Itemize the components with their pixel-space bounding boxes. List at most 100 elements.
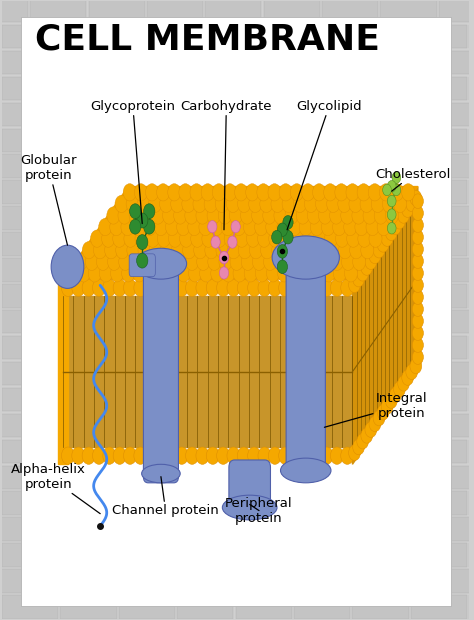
Circle shape bbox=[350, 242, 363, 259]
Circle shape bbox=[322, 265, 335, 282]
Circle shape bbox=[233, 265, 246, 282]
Circle shape bbox=[133, 265, 146, 282]
Circle shape bbox=[144, 204, 155, 219]
Circle shape bbox=[369, 230, 382, 247]
Circle shape bbox=[82, 447, 95, 464]
Bar bbox=[177, 595, 233, 619]
Polygon shape bbox=[63, 187, 418, 279]
Circle shape bbox=[266, 265, 280, 282]
Circle shape bbox=[283, 242, 296, 259]
Bar bbox=[236, 232, 292, 255]
Circle shape bbox=[72, 447, 85, 464]
Circle shape bbox=[377, 237, 389, 252]
Bar bbox=[205, 206, 261, 230]
Circle shape bbox=[393, 381, 405, 397]
Bar bbox=[119, 180, 175, 204]
Text: Globular
protein: Globular protein bbox=[20, 154, 77, 245]
Bar bbox=[177, 128, 233, 152]
Bar bbox=[264, 569, 320, 593]
Circle shape bbox=[357, 184, 370, 201]
Circle shape bbox=[171, 195, 184, 213]
Circle shape bbox=[201, 184, 214, 201]
Bar bbox=[147, 310, 203, 334]
Circle shape bbox=[92, 279, 106, 296]
Circle shape bbox=[412, 254, 423, 268]
Circle shape bbox=[103, 447, 116, 464]
Bar bbox=[469, 336, 474, 360]
Circle shape bbox=[319, 253, 332, 270]
Circle shape bbox=[268, 184, 281, 201]
Circle shape bbox=[148, 195, 162, 213]
Circle shape bbox=[208, 253, 221, 270]
Circle shape bbox=[247, 447, 261, 464]
Circle shape bbox=[113, 230, 126, 247]
Circle shape bbox=[208, 221, 217, 232]
Circle shape bbox=[168, 184, 181, 201]
Bar bbox=[353, 25, 409, 48]
Bar bbox=[264, 466, 320, 489]
Circle shape bbox=[196, 207, 209, 224]
Bar bbox=[30, 154, 86, 178]
Bar bbox=[2, 180, 58, 204]
Circle shape bbox=[218, 207, 231, 224]
Circle shape bbox=[412, 326, 423, 340]
Text: Channel protein: Channel protein bbox=[112, 477, 219, 517]
Bar bbox=[2, 492, 58, 515]
Bar bbox=[177, 388, 233, 411]
Bar bbox=[61, 77, 117, 100]
Bar bbox=[57, 279, 68, 464]
Text: Integral
protein: Integral protein bbox=[324, 392, 428, 427]
Circle shape bbox=[307, 207, 320, 224]
Circle shape bbox=[241, 253, 254, 270]
Bar bbox=[353, 543, 409, 567]
Circle shape bbox=[105, 242, 118, 259]
Circle shape bbox=[289, 265, 302, 282]
Bar bbox=[177, 77, 233, 100]
Bar bbox=[0, 517, 28, 541]
Bar bbox=[294, 492, 350, 515]
Circle shape bbox=[231, 221, 240, 232]
Bar bbox=[89, 466, 145, 489]
Circle shape bbox=[108, 253, 120, 270]
Circle shape bbox=[227, 447, 240, 464]
Circle shape bbox=[96, 253, 109, 270]
Circle shape bbox=[137, 195, 150, 213]
Circle shape bbox=[324, 230, 337, 247]
Circle shape bbox=[172, 242, 184, 259]
Bar bbox=[0, 103, 28, 126]
Circle shape bbox=[278, 265, 291, 282]
Circle shape bbox=[373, 242, 385, 258]
Circle shape bbox=[175, 279, 188, 296]
Circle shape bbox=[134, 447, 147, 464]
Circle shape bbox=[358, 230, 371, 247]
Circle shape bbox=[272, 231, 282, 244]
Circle shape bbox=[160, 195, 173, 213]
Bar bbox=[205, 103, 261, 126]
Circle shape bbox=[135, 230, 148, 247]
Text: Carbohydrate: Carbohydrate bbox=[181, 100, 272, 230]
Circle shape bbox=[163, 253, 176, 270]
Bar bbox=[205, 51, 261, 74]
Circle shape bbox=[385, 225, 397, 241]
Bar bbox=[469, 128, 474, 152]
Circle shape bbox=[113, 447, 126, 464]
Text: Cholesterol: Cholesterol bbox=[375, 168, 451, 191]
Circle shape bbox=[277, 260, 288, 273]
Circle shape bbox=[279, 184, 292, 201]
Circle shape bbox=[211, 265, 224, 282]
Circle shape bbox=[300, 447, 312, 464]
Circle shape bbox=[177, 265, 191, 282]
Bar bbox=[89, 206, 145, 230]
Circle shape bbox=[304, 195, 318, 213]
Circle shape bbox=[406, 196, 418, 211]
Bar bbox=[294, 284, 350, 308]
Circle shape bbox=[291, 230, 304, 247]
Circle shape bbox=[115, 195, 128, 213]
Circle shape bbox=[134, 279, 147, 296]
Circle shape bbox=[282, 195, 295, 213]
Circle shape bbox=[390, 387, 401, 402]
Bar bbox=[439, 569, 474, 593]
Circle shape bbox=[193, 195, 206, 213]
Bar bbox=[205, 258, 261, 281]
Text: Alpha-helix
protein: Alpha-helix protein bbox=[11, 463, 100, 514]
